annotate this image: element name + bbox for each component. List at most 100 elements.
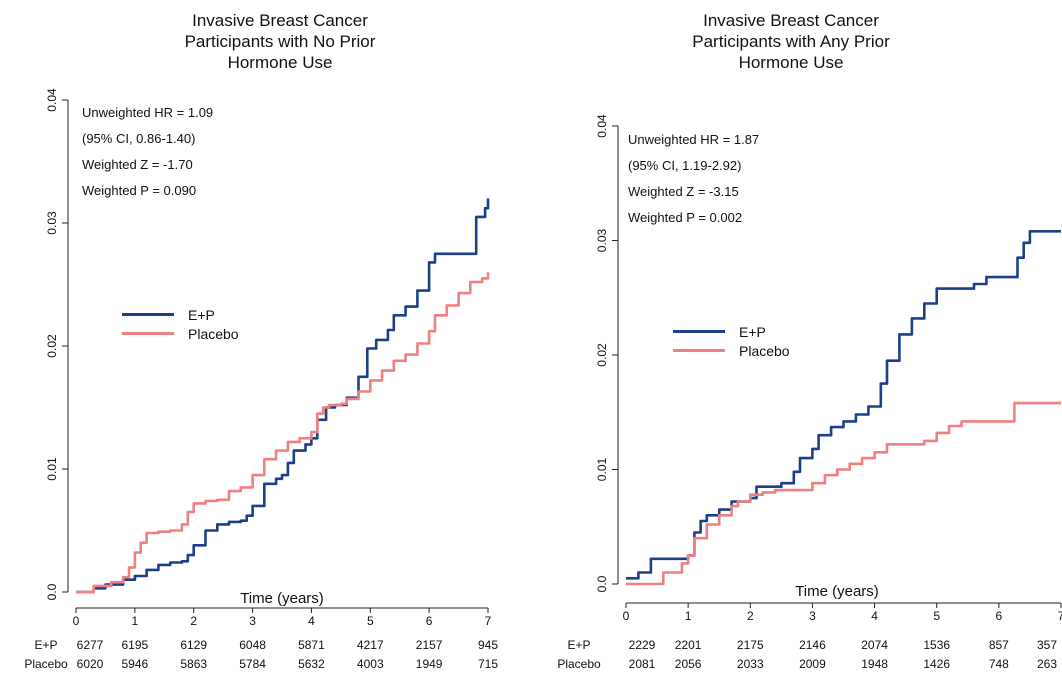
- y-tick-label: 0.0: [595, 575, 609, 592]
- legend-item: Placebo: [122, 324, 239, 343]
- risk-value: 2157: [416, 638, 443, 652]
- y-tick-label: 0.01: [45, 457, 59, 481]
- risk-value: 748: [989, 657, 1009, 671]
- risk-row-label: E+P: [34, 638, 57, 652]
- x-tick-label: 4: [308, 614, 315, 628]
- plot-area: 0.0 0.01 0.02 0.03 0.04 0 1 2 3 4 5 6 7 Time (years) E…: [557, 114, 1062, 671]
- risk-value: 2074: [861, 638, 888, 652]
- risk-value: 2146: [799, 638, 826, 652]
- risk-value: 1948: [861, 657, 888, 671]
- risk-value: 1426: [923, 657, 950, 671]
- risk-value: 4003: [357, 657, 384, 671]
- risk-value: 5871: [298, 638, 325, 652]
- legend-item: E+P: [673, 322, 790, 341]
- risk-value: 6277: [77, 638, 104, 652]
- risk-value: 1536: [923, 638, 950, 652]
- risk-value: 2056: [675, 657, 702, 671]
- risk-value: 2033: [737, 657, 764, 671]
- risk-value: 5946: [122, 657, 149, 671]
- x-tick-label: 7: [485, 614, 492, 628]
- x-tick-label: 2: [747, 609, 754, 623]
- y-tick-label: 0.02: [595, 343, 609, 367]
- legend: E+P Placebo: [673, 322, 790, 360]
- stats-annotation: Unweighted HR = 1.87 (95% CI, 1.19-2.92)…: [628, 127, 759, 231]
- risk-value: 6048: [239, 638, 266, 652]
- x-tick-label: 2: [190, 614, 197, 628]
- x-axis-label: Time (years): [240, 590, 324, 607]
- y-tick-label: 0.03: [595, 228, 609, 252]
- x-tick-label: 3: [809, 609, 816, 623]
- series-line-e-p: [76, 198, 490, 594]
- legend-label: E+P: [188, 306, 215, 323]
- risk-value: 715: [478, 657, 498, 671]
- risk-value: 2229: [629, 638, 656, 652]
- x-tick-label: 0: [623, 609, 630, 623]
- legend-label: Placebo: [739, 342, 790, 359]
- annotation-line: (95% CI, 0.86-1.40): [82, 131, 196, 146]
- y-tick-label: 0.01: [595, 457, 609, 481]
- chart-panel-left: Invasive Breast Cancer Participants with…: [24, 10, 498, 671]
- annotation-line: Weighted P = 0.002: [628, 210, 743, 225]
- title-line: Invasive Breast Cancer: [703, 11, 879, 30]
- plot-area: 0.0 0.01 0.02 0.03 0.04 0 1 2 3 4 5 6 7 Time (years) E…: [24, 88, 498, 671]
- risk-value: 5632: [298, 657, 325, 671]
- x-axis-label: Time (years): [795, 583, 879, 600]
- annotation-line: Weighted Z = -3.15: [628, 184, 739, 199]
- risk-value: 2201: [675, 638, 702, 652]
- series-line-e-p: [626, 230, 1061, 580]
- risk-value: 5784: [239, 657, 266, 671]
- y-tick-label: 0.03: [45, 211, 59, 235]
- title-line: Invasive Breast Cancer: [192, 11, 368, 30]
- risk-value: 263: [1037, 657, 1057, 671]
- risk-value: 2009: [799, 657, 826, 671]
- risk-row-label: Placebo: [557, 657, 601, 671]
- x-tick-label: 3: [249, 614, 256, 628]
- chart-title: Invasive Breast Cancer Participants with…: [100, 10, 460, 73]
- risk-value: 4217: [357, 638, 384, 652]
- series-line-placebo: [626, 401, 1061, 586]
- legend-swatch: [122, 313, 174, 316]
- x-tick-label: 6: [996, 609, 1003, 623]
- y-tick-label: 0.04: [45, 88, 59, 112]
- risk-value: 6195: [122, 638, 149, 652]
- title-line: Participants with No Prior: [184, 32, 376, 51]
- annotation-line: (95% CI, 1.19-2.92): [628, 158, 742, 173]
- risk-value: 6129: [180, 638, 207, 652]
- annotation-line: Weighted Z = -1.70: [82, 157, 193, 172]
- risk-value: 2175: [737, 638, 764, 652]
- x-tick-label: 0: [73, 614, 80, 628]
- risk-value: 857: [989, 638, 1009, 652]
- title-line: Hormone Use: [227, 53, 333, 72]
- stats-annotation: Unweighted HR = 1.09 (95% CI, 0.86-1.40)…: [82, 100, 213, 204]
- series-line-placebo: [76, 272, 490, 594]
- annotation-line: Unweighted HR = 1.09: [82, 105, 214, 120]
- x-tick-label: 7: [1058, 609, 1062, 623]
- x-tick-label: 1: [685, 609, 692, 623]
- y-tick-label: 0.02: [45, 334, 59, 358]
- y-tick-label: 0.0: [45, 583, 59, 600]
- title-line: Hormone Use: [738, 53, 844, 72]
- chart-panel-right: Invasive Breast Cancer Participants with…: [531, 0, 1062, 677]
- legend-label: E+P: [739, 323, 766, 340]
- chart-title: Invasive Breast Cancer Participants with…: [621, 10, 961, 73]
- risk-value: 2081: [629, 657, 656, 671]
- legend-item: E+P: [122, 305, 239, 324]
- risk-value: 5863: [180, 657, 207, 671]
- legend-item: Placebo: [673, 341, 790, 360]
- x-tick-label: 1: [132, 614, 139, 628]
- x-tick-label: 4: [871, 609, 878, 623]
- legend: E+P Placebo: [122, 305, 239, 343]
- x-tick-label: 6: [426, 614, 433, 628]
- risk-value: 357: [1037, 638, 1057, 652]
- legend-swatch: [673, 349, 725, 352]
- risk-value: 945: [478, 638, 498, 652]
- legend-label: Placebo: [188, 325, 239, 342]
- risk-value: 1949: [416, 657, 443, 671]
- risk-row-label: E+P: [567, 638, 590, 652]
- x-tick-label: 5: [933, 609, 940, 623]
- risk-row-label: Placebo: [24, 657, 68, 671]
- x-tick-label: 5: [367, 614, 374, 628]
- legend-swatch: [122, 332, 174, 335]
- risk-value: 6020: [77, 657, 104, 671]
- y-tick-label: 0.04: [595, 114, 609, 138]
